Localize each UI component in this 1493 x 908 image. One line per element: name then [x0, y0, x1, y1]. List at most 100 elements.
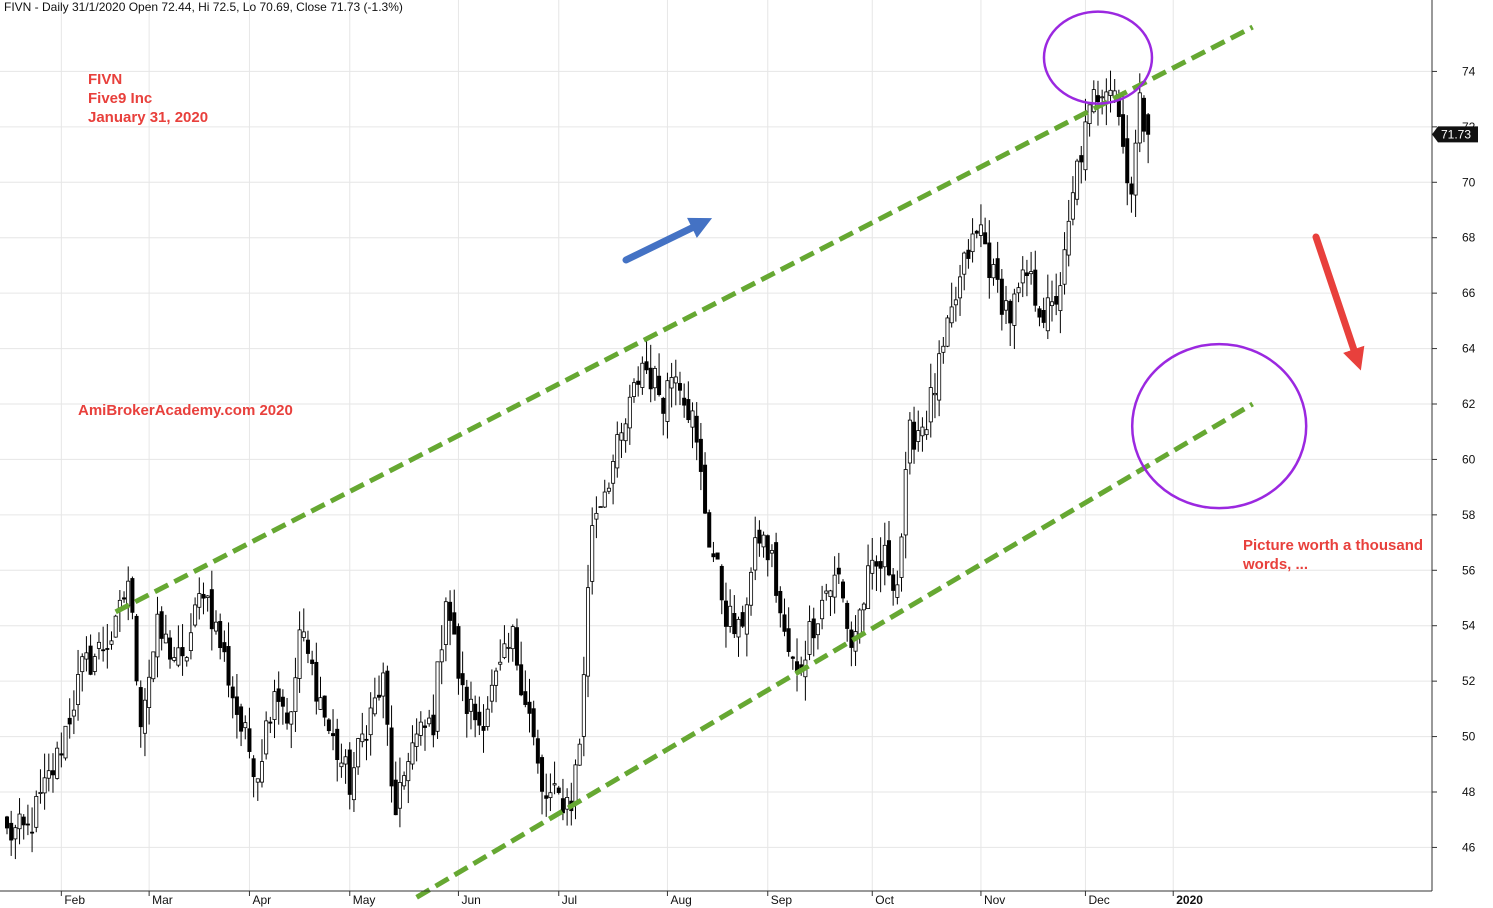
candle-body-down — [1033, 269, 1038, 306]
candle-body-up — [163, 633, 168, 644]
candle-body-down — [1079, 155, 1084, 163]
candle-body-up — [205, 595, 210, 598]
candle-body-up — [870, 559, 875, 574]
candle-body-up — [372, 697, 377, 715]
candle-body-up — [255, 778, 260, 783]
candle-body-up — [243, 722, 248, 729]
candle-body-down — [878, 561, 883, 569]
candle-body-down — [891, 574, 896, 591]
y-tick-label: 70 — [1462, 175, 1476, 189]
candle-body-up — [753, 537, 758, 571]
candle-body-down — [657, 375, 662, 396]
y-tick-label: 74 — [1462, 64, 1476, 78]
candle-body-up — [815, 623, 820, 636]
candle-body-down — [50, 770, 55, 776]
candle-body-up — [928, 387, 933, 423]
candle-body-down — [230, 686, 235, 699]
candle-body-up — [978, 224, 983, 236]
candle-body-up — [749, 571, 754, 606]
candle-body-up — [1091, 89, 1096, 113]
candle-body-up — [76, 674, 81, 705]
watermark-label: AmiBrokerAcademy.com 2020 — [78, 402, 293, 419]
candle-body-up — [147, 676, 152, 708]
candle-body-up — [188, 632, 193, 651]
top-circle — [1042, 10, 1154, 105]
candle-body-up — [820, 599, 825, 620]
candle-body-up — [594, 512, 599, 520]
candle-body-up — [272, 691, 277, 720]
candle-body-up — [42, 777, 47, 794]
candle-body-down — [239, 706, 244, 732]
candle-body-up — [1062, 249, 1067, 285]
candle-body-down — [347, 749, 352, 795]
candle-body-up — [949, 306, 954, 324]
candle-body-up — [1050, 301, 1055, 307]
candle-body-up — [427, 717, 432, 725]
candle-body-up — [1075, 160, 1080, 200]
candle-body-down — [912, 421, 917, 450]
candle-body-up — [485, 708, 490, 727]
candle-body-up — [184, 657, 189, 662]
candle-body-up — [690, 410, 695, 428]
candle-body-up — [1070, 192, 1075, 220]
candle-body-down — [987, 242, 992, 278]
candle-body-down — [234, 696, 239, 715]
candle-body-up — [1004, 300, 1009, 311]
candle-body-down — [209, 589, 214, 630]
candle-body-up — [435, 661, 440, 732]
candle-body-up — [895, 584, 900, 598]
candle-body-up — [1083, 121, 1088, 171]
candle-body-down — [811, 618, 816, 639]
candle-body-up — [586, 587, 591, 677]
candle-body-up — [34, 796, 39, 828]
candle-body-up — [1137, 92, 1142, 144]
candle-body-up — [962, 252, 967, 275]
candle-body-up — [1016, 287, 1021, 294]
candle-body-up — [619, 432, 624, 441]
last-price-tag — [1432, 126, 1478, 143]
candle-body-up — [293, 677, 298, 712]
candle-body-down — [778, 590, 783, 614]
candle-body-up — [259, 761, 264, 783]
candle-body-up — [1108, 89, 1113, 96]
candle-body-up — [1020, 269, 1025, 284]
candle-body-up — [498, 661, 503, 665]
candle-body-down — [707, 512, 712, 548]
candle-body-down — [1054, 296, 1059, 305]
candle-body-up — [1012, 293, 1017, 326]
candle-body-down — [732, 613, 737, 635]
candlesticks — [5, 70, 1151, 860]
candle-body-down — [1037, 308, 1042, 318]
candle-body-down — [535, 738, 540, 764]
candle-body-up — [510, 626, 515, 650]
candle-body-up — [598, 506, 603, 509]
candle-body-down — [974, 230, 979, 234]
candle-body-up — [468, 698, 473, 712]
trendline-lower — [415, 401, 1254, 900]
candle-body-up — [343, 756, 348, 765]
candle-body-up — [832, 574, 837, 598]
candle-body-down — [314, 661, 319, 702]
candle-body-up — [899, 536, 904, 578]
candle-body-down — [335, 728, 340, 760]
candle-body-down — [698, 438, 703, 472]
candle-body-down — [385, 670, 390, 725]
candle-body-down — [218, 621, 223, 649]
candle-body-down — [1024, 272, 1029, 276]
candle-body-down — [389, 727, 394, 787]
candle-body-down — [9, 822, 14, 841]
candle-body-down — [711, 553, 716, 558]
candle-body-up — [410, 742, 415, 765]
up-trend-arrow — [622, 217, 713, 264]
candle-body-up — [573, 764, 578, 804]
candle-body-down — [21, 816, 26, 826]
candle-body-down — [966, 249, 971, 259]
note-line-2: words, ... — [1243, 556, 1309, 573]
candle-body-up — [264, 720, 269, 755]
note-line-1: Picture worth a thousand — [1243, 537, 1424, 554]
candle-body-down — [983, 232, 988, 245]
candle-body-up — [1045, 297, 1050, 332]
